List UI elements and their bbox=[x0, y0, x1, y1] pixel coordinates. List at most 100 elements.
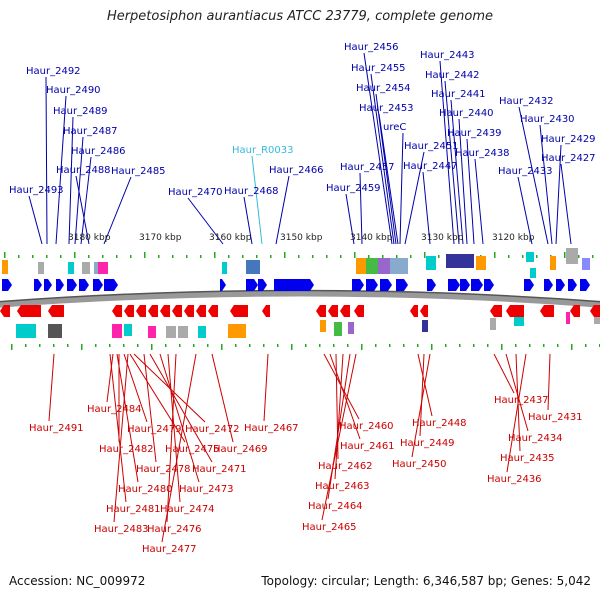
forward-gene-arrow bbox=[352, 279, 364, 291]
gene-label-top: Haur_2427 bbox=[541, 153, 596, 164]
gene-label-top: Haur_2466 bbox=[269, 165, 324, 176]
gene-label-top: Haur_2492 bbox=[26, 66, 81, 77]
reverse-gene-arrow bbox=[328, 305, 338, 317]
feature-box bbox=[112, 324, 122, 338]
tick bbox=[193, 344, 195, 347]
gene-label-top: Haur_2440 bbox=[439, 108, 494, 119]
gene-label-bottom: Haur_2436 bbox=[487, 474, 542, 485]
reverse-gene-arrow bbox=[112, 305, 122, 317]
label-connector bbox=[187, 197, 224, 245]
feature-box bbox=[582, 258, 590, 270]
tick bbox=[235, 344, 237, 347]
tick bbox=[39, 344, 41, 347]
tick bbox=[249, 344, 251, 347]
gene-label-bottom: Haur_2472 bbox=[185, 424, 240, 435]
label-connector bbox=[363, 52, 393, 245]
label-connector bbox=[123, 353, 148, 423]
tick bbox=[424, 252, 426, 258]
forward-gene-arrow bbox=[79, 279, 89, 291]
gene-label-top: Haur_2490 bbox=[46, 85, 101, 96]
gene-label-bottom: Haur_2460 bbox=[339, 421, 394, 432]
tick bbox=[277, 344, 279, 347]
feature-box bbox=[348, 322, 354, 334]
label-connector bbox=[159, 353, 200, 483]
gene-arrows bbox=[0, 279, 600, 317]
label-connector bbox=[68, 116, 74, 245]
tick bbox=[200, 255, 202, 258]
tick bbox=[487, 344, 489, 347]
forward-gene-arrow bbox=[34, 279, 42, 291]
gene-label-bottom: Haur_2448 bbox=[412, 418, 467, 429]
tick bbox=[207, 344, 209, 347]
feature-box bbox=[530, 268, 536, 278]
forward-gene-arrow bbox=[556, 279, 565, 291]
reverse-gene-arrow bbox=[316, 305, 326, 317]
scale-labels: 3180 kbp 3170 kbp 3160 kbp 3150 kbp 3140 kbp… bbox=[68, 233, 535, 243]
tick bbox=[340, 255, 342, 258]
label-connector bbox=[166, 353, 177, 523]
tick bbox=[25, 344, 27, 347]
feature-boxes bbox=[2, 248, 600, 338]
gene-label-top: Haur_2453 bbox=[359, 103, 414, 114]
label-connector bbox=[547, 353, 551, 411]
feature-box bbox=[166, 326, 176, 338]
gene-label-bottom: Haur_2480 bbox=[118, 484, 173, 495]
forward-gene-arrow bbox=[448, 279, 460, 291]
gene-label-top: Haur_2454 bbox=[356, 83, 411, 94]
tick bbox=[32, 255, 34, 258]
gene-label-bottom: Haur_2431 bbox=[528, 412, 583, 423]
feature-box bbox=[378, 258, 390, 274]
tick bbox=[298, 255, 300, 258]
tick bbox=[529, 344, 531, 347]
label-connector bbox=[116, 353, 139, 483]
reverse-gene-arrow bbox=[48, 305, 64, 317]
tick bbox=[214, 252, 216, 258]
feature-box bbox=[222, 262, 227, 274]
tick bbox=[431, 344, 433, 350]
tick bbox=[67, 344, 69, 347]
feature-box bbox=[566, 312, 570, 324]
tick bbox=[375, 344, 377, 347]
reverse-gene-arrow bbox=[184, 305, 194, 317]
gene-label-top: Haur_2433 bbox=[498, 166, 553, 177]
tick bbox=[326, 255, 328, 258]
label-connector bbox=[263, 353, 269, 422]
gene-label-bottom: Haur_2491 bbox=[29, 423, 84, 434]
gene-label-bottom: Haur_2462 bbox=[318, 461, 373, 472]
label-connector bbox=[517, 176, 533, 245]
tick bbox=[305, 344, 307, 347]
label-connector bbox=[411, 353, 431, 458]
feature-box bbox=[526, 252, 534, 262]
feature-box bbox=[390, 258, 408, 274]
feature-box bbox=[446, 254, 474, 268]
forward-gene-arrow bbox=[2, 279, 12, 291]
tick bbox=[263, 344, 265, 347]
gene-label-top: Haur_2443 bbox=[420, 50, 475, 61]
feature-box bbox=[490, 318, 496, 330]
feature-box bbox=[198, 326, 206, 338]
scale-label: 3160 kbp bbox=[209, 233, 252, 243]
reverse-gene-arrow bbox=[17, 305, 41, 317]
tick bbox=[179, 344, 181, 347]
genome-backbone bbox=[0, 289, 600, 308]
tick bbox=[522, 255, 524, 258]
tick bbox=[445, 344, 447, 347]
forward-gene-arrow bbox=[258, 279, 267, 291]
forward-gene-arrow bbox=[568, 279, 577, 291]
gene-label-top: Haur_2455 bbox=[351, 63, 406, 74]
reverse-gene-arrow bbox=[420, 305, 428, 317]
forward-gene-arrow bbox=[484, 279, 494, 291]
gene-label-bottom: Haur_2435 bbox=[500, 453, 555, 464]
tick bbox=[284, 252, 286, 258]
reverse-gene-arrow bbox=[160, 305, 170, 317]
gene-label-bottom: Haur_2469 bbox=[213, 444, 268, 455]
gene-label-top: Haur_2468 bbox=[224, 186, 279, 197]
scale-label: 3140 kbp bbox=[350, 233, 393, 243]
tick bbox=[81, 344, 83, 350]
forward-gene-arrow bbox=[93, 279, 103, 291]
gene-label-top: Haur_2456 bbox=[344, 42, 399, 53]
tick bbox=[417, 344, 419, 347]
feature-box bbox=[356, 258, 366, 274]
forward-gene-arrow bbox=[56, 279, 64, 291]
gene-label-top: Haur_2489 bbox=[53, 106, 108, 117]
